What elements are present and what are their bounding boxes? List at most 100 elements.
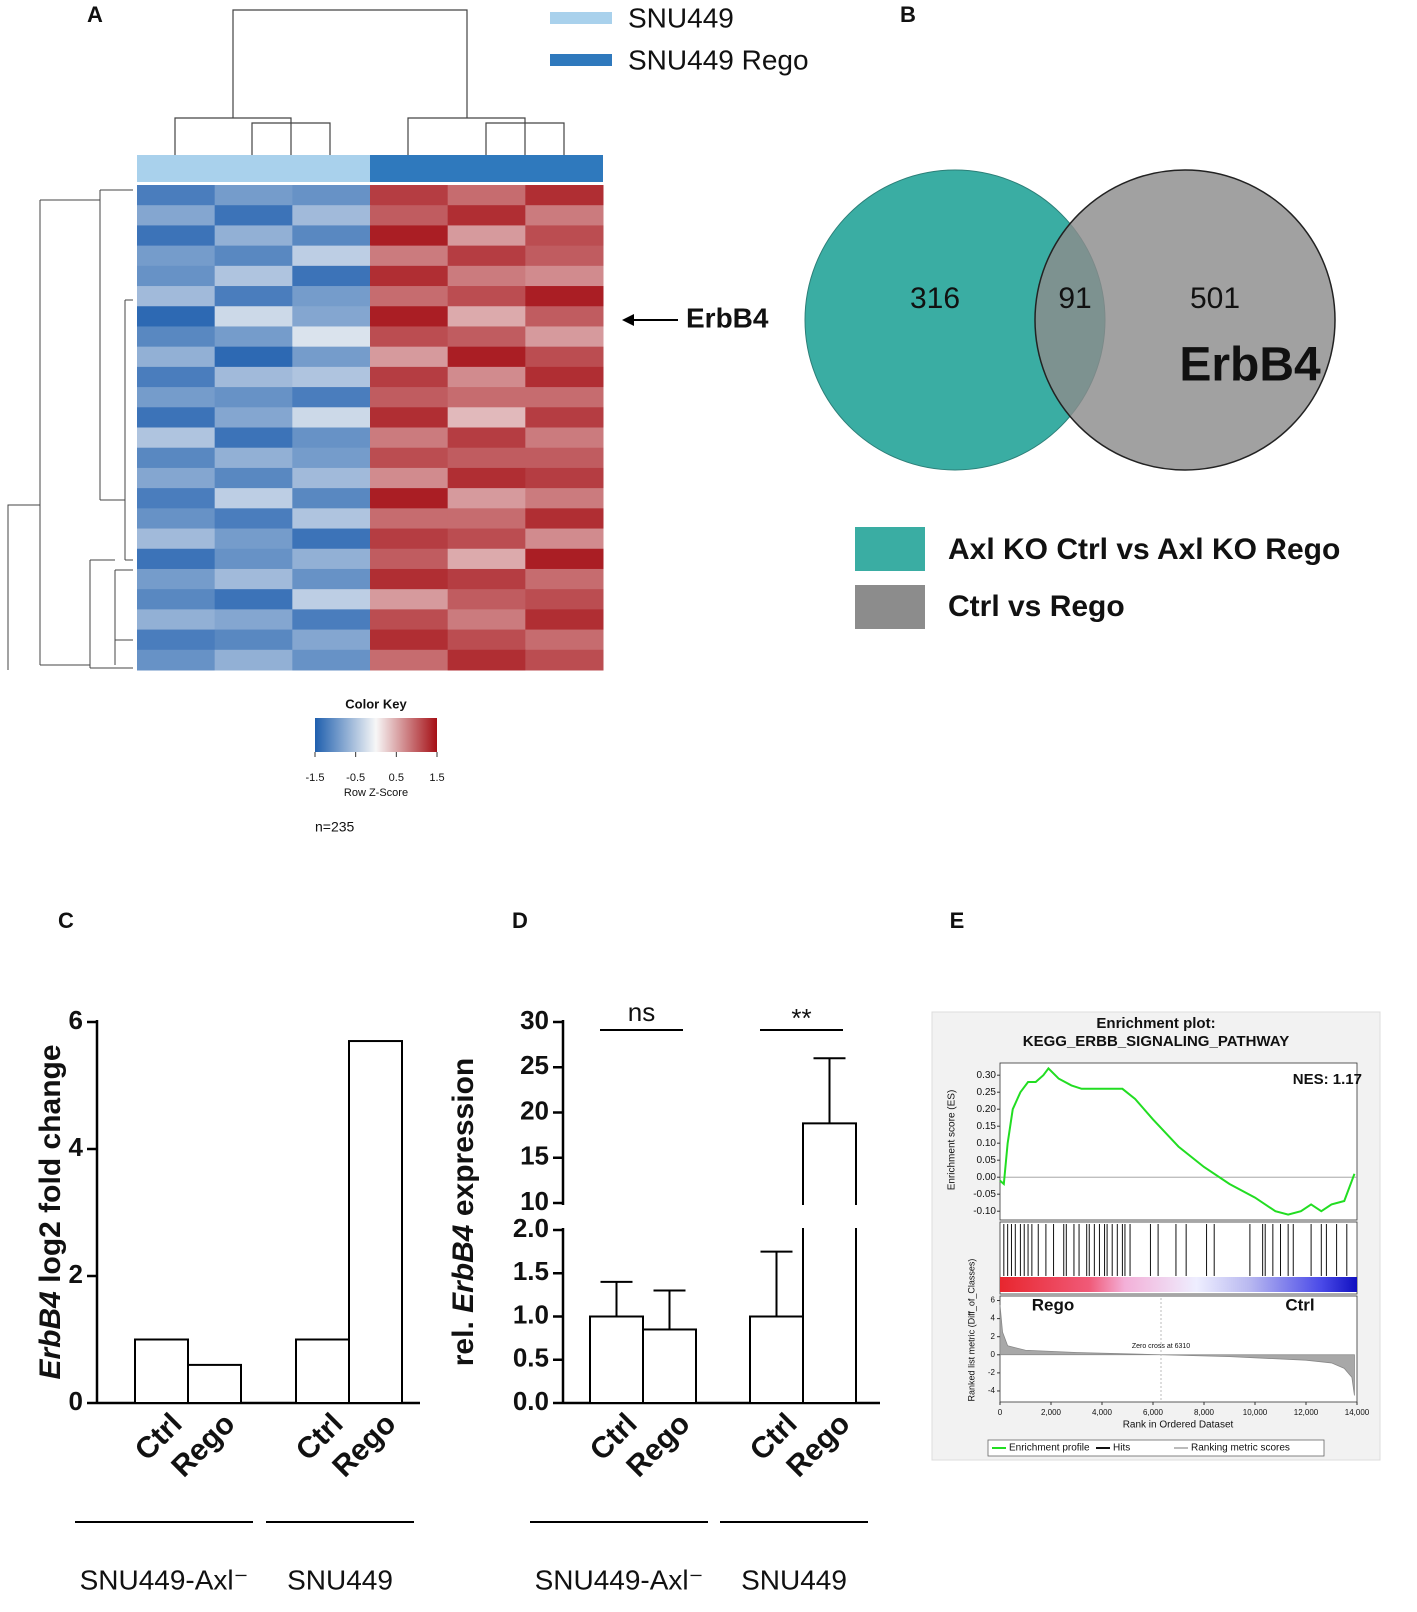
y-tick-label: 1.5 bbox=[513, 1256, 549, 1286]
heatmap-cell bbox=[214, 568, 293, 590]
heatmap-cell bbox=[137, 407, 216, 428]
color-key-label: Row Z-Score bbox=[344, 787, 408, 799]
annotation: ErbB4 bbox=[686, 302, 769, 333]
y-tick-label: 6 bbox=[69, 1005, 83, 1035]
heatmap-cell bbox=[370, 629, 449, 651]
heatmap-cell bbox=[447, 609, 526, 631]
annotation: NES: 1.17 bbox=[1293, 1071, 1362, 1088]
y-tick-label: 2 bbox=[69, 1259, 83, 1289]
heatmap-cell bbox=[137, 447, 216, 469]
chart-title: KEGG_ERBB_SIGNALING_PATHWAY bbox=[1023, 1033, 1289, 1050]
color-key-tick-label: -1.5 bbox=[306, 772, 325, 784]
x-tick-label: 6,000 bbox=[1143, 1408, 1164, 1417]
heatmap-cell bbox=[214, 366, 293, 388]
heatmap-cell bbox=[525, 427, 604, 449]
heatmap-cell bbox=[137, 629, 216, 651]
heatmap-cell bbox=[214, 508, 293, 530]
heatmap-cell bbox=[525, 467, 604, 489]
bar bbox=[295, 1338, 350, 1404]
heatmap-cell bbox=[370, 447, 449, 469]
heatmap-cell bbox=[214, 346, 293, 368]
heatmap-cell bbox=[525, 568, 604, 590]
color-key-title: Color Key bbox=[345, 696, 407, 711]
heatmap-cell bbox=[525, 225, 604, 247]
y-tick-label: 0.0 bbox=[513, 1386, 549, 1416]
legend-swatch bbox=[550, 54, 612, 66]
heatmap-cell bbox=[137, 286, 216, 307]
panel-label: C bbox=[58, 908, 74, 933]
heatmap-cell bbox=[447, 265, 526, 287]
y-axis-label: ErbB4 log2 fold change bbox=[34, 1044, 67, 1379]
heatmap-cell bbox=[370, 427, 449, 449]
heatmap-cell bbox=[292, 467, 371, 489]
y-tick-label: 2.0 bbox=[513, 1213, 549, 1243]
heatmap-cell bbox=[292, 528, 371, 550]
color-key-tick-label: 0.5 bbox=[389, 772, 404, 784]
heatmap-cell bbox=[214, 185, 293, 206]
y-axis-label: Enrichment score (ES) bbox=[947, 1090, 958, 1191]
metric-tick-label: 4 bbox=[991, 1314, 996, 1323]
heatmap-cell bbox=[370, 649, 449, 671]
y-axis-label-part: expression bbox=[447, 1058, 480, 1225]
enrichment-profile bbox=[999, 1066, 1356, 1216]
class-bar bbox=[1000, 1277, 1357, 1292]
legend-label: Ranking metric scores bbox=[1191, 1443, 1290, 1454]
heatmap-cell bbox=[447, 467, 526, 489]
heatmap-cell bbox=[137, 185, 216, 206]
heatmap-cell bbox=[214, 629, 293, 651]
heatmap-cell bbox=[214, 589, 293, 610]
group-label: SNU449-Axl⁻ bbox=[535, 1564, 704, 1595]
heatmap-cell bbox=[214, 245, 293, 267]
heatmap-cell bbox=[525, 508, 604, 530]
heatmap-cell bbox=[292, 225, 371, 247]
venn-count: 501 bbox=[1190, 282, 1240, 315]
bar bbox=[134, 1338, 189, 1404]
legend-label: SNU449 bbox=[628, 2, 734, 33]
note: n=235 bbox=[315, 819, 355, 835]
heatmap-cell bbox=[370, 528, 449, 550]
heatmap-cell bbox=[214, 609, 293, 631]
heatmap-cell bbox=[447, 225, 526, 247]
heatmap-cell bbox=[447, 185, 526, 206]
metric-tick-label: 2 bbox=[991, 1332, 996, 1341]
annotation: ErbB4 bbox=[1179, 339, 1321, 392]
heatmap-cell bbox=[137, 467, 216, 489]
heatmap-cell bbox=[370, 185, 449, 206]
heatmap-cell bbox=[370, 467, 449, 489]
group-label: SNU449 bbox=[741, 1564, 847, 1595]
heatmap-cell bbox=[137, 609, 216, 631]
heatmap-cell bbox=[292, 427, 371, 449]
heatmap-cell bbox=[214, 326, 293, 348]
class-label: Ctrl bbox=[1285, 1295, 1314, 1314]
y-tick-label: -0.05 bbox=[973, 1189, 996, 1200]
x-tick-label: 4,000 bbox=[1092, 1408, 1113, 1417]
heatmap-cell bbox=[447, 589, 526, 610]
y-tick-label: 30 bbox=[520, 1005, 549, 1035]
x-tick-label: 14,000 bbox=[1345, 1408, 1370, 1417]
y-axis-label-part: rel. bbox=[447, 1313, 480, 1366]
column-color-bar bbox=[137, 155, 370, 182]
heatmap-cell bbox=[292, 326, 371, 348]
group-label: SNU449 bbox=[287, 1564, 393, 1595]
heatmap-cell bbox=[447, 568, 526, 590]
heatmap-cell bbox=[370, 407, 449, 428]
heatmap-cell bbox=[292, 185, 371, 206]
heatmap-cell bbox=[447, 447, 526, 469]
heatmap-cell bbox=[370, 265, 449, 287]
metric-tick-label: 6 bbox=[991, 1296, 996, 1305]
heatmap-cell bbox=[214, 225, 293, 247]
heatmap-cell bbox=[214, 488, 293, 509]
heatmap-cell bbox=[525, 649, 604, 671]
heatmap-cell bbox=[525, 589, 604, 610]
legend-swatch bbox=[550, 12, 612, 24]
heatmap-cell bbox=[525, 629, 604, 651]
heatmap-cell bbox=[370, 326, 449, 348]
heatmap-cell bbox=[292, 589, 371, 610]
heatmap-cell bbox=[214, 467, 293, 489]
heatmap-cell bbox=[447, 245, 526, 267]
heatmap-cell bbox=[447, 346, 526, 368]
heatmap-cell bbox=[370, 508, 449, 530]
heatmap-cell bbox=[292, 407, 371, 428]
heatmap-cell bbox=[214, 548, 293, 570]
